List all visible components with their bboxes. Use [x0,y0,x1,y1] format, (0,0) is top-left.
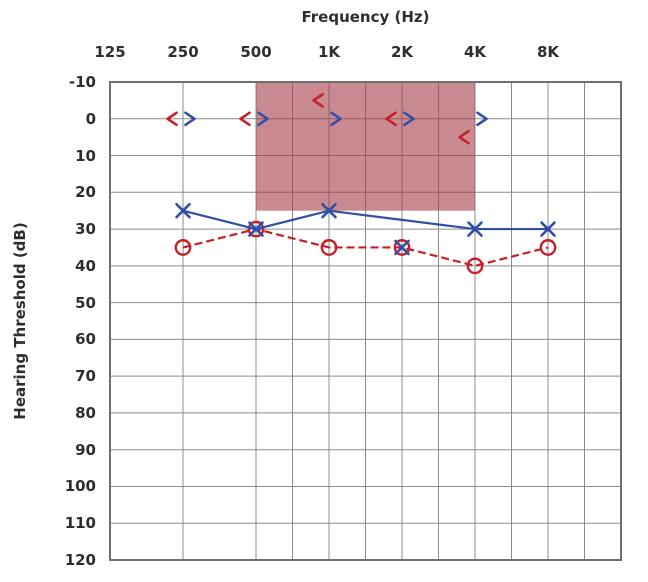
y-tick-label-40: 40 [75,256,96,275]
y-tick-label-0: 0 [85,109,96,128]
right-ear-air-conduction-marker [174,239,192,256]
left-ear-bone-conduction-marker [330,111,342,127]
y-tick-label-80: 80 [75,403,96,422]
left-ear-air-conduction-marker [467,221,483,237]
x-tick-label-1K: 1K [317,43,341,61]
right-ear-air-conduction-line [182,227,549,267]
y-tick-label--10: -10 [68,73,96,91]
right-ear-air-conduction-marker [393,239,411,256]
y-tick-label-30: 30 [75,220,96,239]
x-tick-label-500: 500 [240,43,272,61]
left-ear-air-conduction-marker [175,202,191,219]
x-tick-label-250: 250 [167,43,199,61]
left-ear-air-conduction-marker [321,202,337,219]
x-tick-label-8K: 8K [536,43,560,61]
right-ear-bone-conduction-marker [166,111,178,127]
y-tick-label-50: 50 [75,293,96,312]
left-ear-air-conduction-marker [540,221,556,237]
shaded-frequency-region [256,82,475,211]
y-tick-label-90: 90 [75,440,96,459]
right-ear-air-conduction-marker [539,239,557,256]
x-tick-label-125: 125 [94,43,126,61]
y-tick-label-60: 60 [75,330,96,349]
y-tick-label-110: 110 [64,514,96,533]
right-ear-bone-conduction-marker [312,93,324,108]
right-ear-air-conduction-marker [466,257,484,275]
y-tick-label-70: 70 [75,367,96,386]
y-tick-label-100: 100 [64,477,96,496]
y-tick-label-10: 10 [75,146,96,165]
y-tick-label-120: 120 [64,551,96,569]
left-ear-bone-conduction-marker [476,111,488,127]
right-ear-air-conduction-marker [320,239,338,256]
right-ear-bone-conduction-marker [458,129,470,145]
left-ear-bone-conduction-marker [184,111,196,127]
left-ear-bone-conduction-marker [257,111,269,127]
right-ear-air-conduction-marker [247,220,265,238]
left-ear-air-conduction-marker [394,239,410,256]
x-tick-label-2K: 2K [390,43,414,61]
plot-frame [109,81,622,561]
right-ear-bone-conduction-marker [385,111,397,127]
x-tick-label-4K: 4K [463,43,487,61]
left-ear-air-conduction-marker [248,221,264,237]
right-ear-bone-conduction-marker [239,111,251,127]
left-ear-bone-conduction-marker [403,111,415,127]
y-tick-label-20: 20 [75,183,96,202]
x-axis-title: Frequency (Hz) [301,8,430,26]
